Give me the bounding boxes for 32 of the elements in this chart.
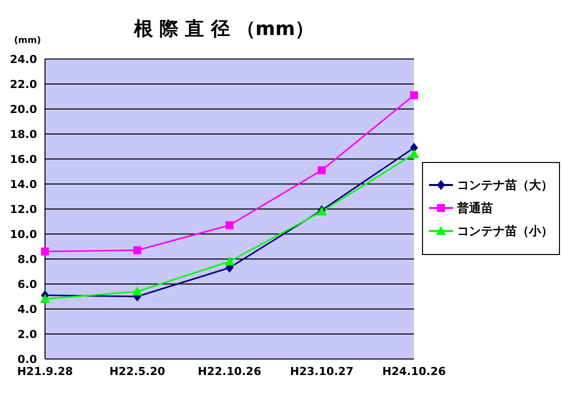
x-tick-label: H23.10.27 bbox=[290, 364, 354, 378]
y-tick-label: 14.0 bbox=[10, 178, 38, 191]
x-tick-label: H21.9.28 bbox=[17, 364, 73, 378]
x-tick-label: H24.10.26 bbox=[382, 364, 446, 378]
point bbox=[40, 294, 50, 303]
y-tick-label: 6.0 bbox=[18, 278, 38, 291]
legend-label: コンテナ苗（小） bbox=[457, 222, 553, 240]
y-tick-label: 4.0 bbox=[18, 302, 38, 316]
legend-label: コンテナ苗（大） bbox=[457, 176, 553, 194]
y-tick-label: 2.0 bbox=[18, 328, 38, 341]
y-tick-label: 20.0 bbox=[10, 102, 38, 116]
y-tick-label: 22.0 bbox=[10, 78, 38, 91]
point bbox=[224, 256, 234, 266]
point bbox=[318, 166, 326, 174]
y-tick-label: 18.0 bbox=[10, 128, 38, 141]
y-tick-label: 12.0 bbox=[10, 202, 38, 216]
y-tick-label: 8.0 bbox=[18, 252, 38, 266]
y-tick-label: 24.0 bbox=[10, 52, 38, 66]
point bbox=[41, 248, 49, 256]
point bbox=[133, 246, 142, 254]
x-tick-label: H22.10.26 bbox=[198, 364, 262, 378]
point bbox=[409, 149, 419, 158]
y-tick-label: 10.0 bbox=[10, 228, 38, 241]
y-tick-label: 0.0 bbox=[18, 352, 38, 366]
point bbox=[410, 91, 418, 100]
x-tick-label: H22.5.20 bbox=[109, 364, 166, 378]
y-tick-label: 16.0 bbox=[10, 152, 38, 166]
chart-title: 根 際 直 径 （mm） bbox=[134, 18, 314, 40]
point bbox=[226, 221, 234, 230]
y-axis-title: (mm) bbox=[14, 36, 41, 46]
point bbox=[132, 286, 142, 296]
legend-label: 普通苗 bbox=[457, 200, 493, 216]
